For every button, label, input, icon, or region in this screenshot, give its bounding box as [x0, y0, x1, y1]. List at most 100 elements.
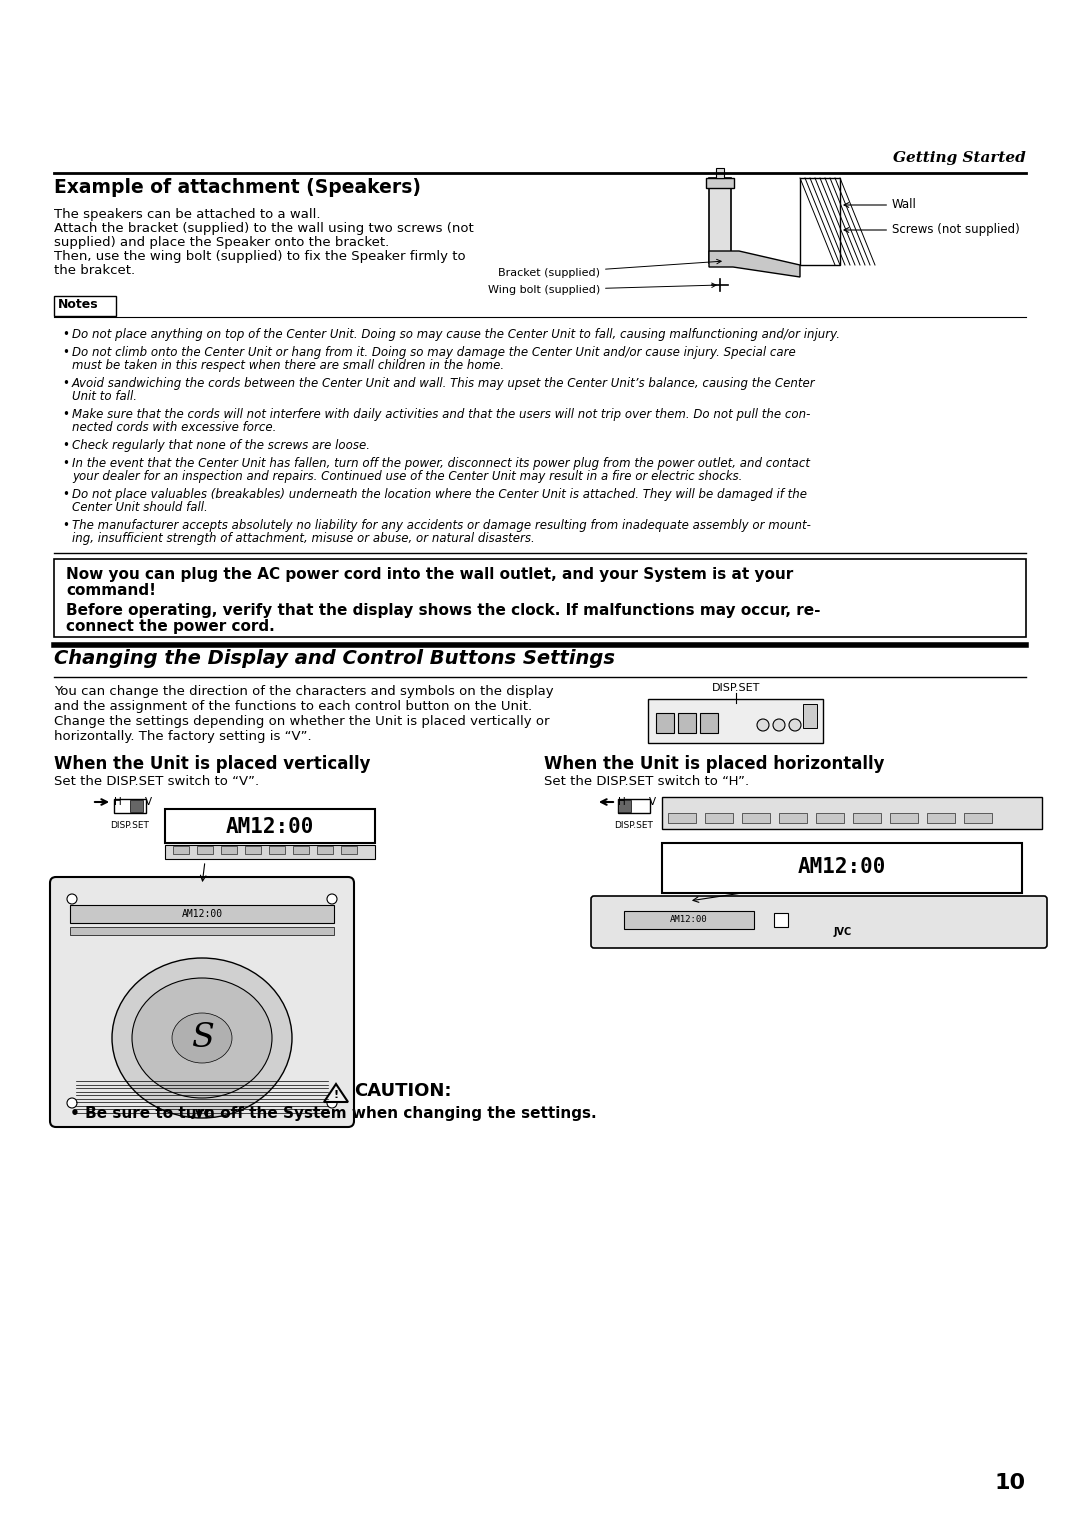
Bar	[662, 843, 1022, 892]
Text: must be taken in this respect when there are small children in the home.: must be taken in this respect when there…	[72, 359, 504, 371]
Bar	[705, 813, 733, 824]
Circle shape	[773, 720, 785, 730]
Text: Avoid sandwiching the cords between the Center Unit and wall. This may upset the: Avoid sandwiching the cords between the …	[72, 377, 815, 390]
Text: •: •	[62, 520, 69, 532]
Bar	[341, 847, 357, 854]
Text: V: V	[649, 798, 657, 807]
Text: ing, insufficient strength of attachment, misuse or abuse, or natural disasters.: ing, insufficient strength of attachment…	[72, 532, 535, 545]
Bar	[816, 813, 843, 824]
Text: In the event that the Center Unit has fallen, turn off the power, disconnect its: In the event that the Center Unit has fa…	[72, 457, 810, 471]
Text: You can change the direction of the characters and symbols on the display: You can change the direction of the char…	[54, 685, 554, 698]
Text: Attach the bracket (supplied) to the wall using two screws (not: Attach the bracket (supplied) to the wal…	[54, 222, 474, 235]
Bar	[165, 845, 375, 859]
Text: and the assignment of the functions to each control button on the Unit.: and the assignment of the functions to e…	[54, 700, 532, 714]
Text: •: •	[62, 457, 69, 471]
Text: Do not place valuables (breakables) underneath the location where the Center Uni: Do not place valuables (breakables) unde…	[72, 487, 807, 501]
Text: Bracket (supplied): Bracket (supplied)	[498, 260, 721, 278]
Bar	[54, 559, 1026, 637]
Bar	[618, 799, 650, 813]
Text: DISP.SET: DISP.SET	[110, 821, 149, 830]
Text: •: •	[62, 345, 69, 359]
Bar	[779, 813, 807, 824]
Bar	[662, 798, 1042, 830]
Bar	[964, 813, 993, 824]
Text: AM12:00: AM12:00	[226, 817, 314, 837]
Bar	[624, 911, 754, 929]
Text: !: !	[334, 1089, 338, 1100]
Text: Getting Started: Getting Started	[893, 151, 1026, 165]
Bar	[800, 177, 840, 264]
Circle shape	[327, 1099, 337, 1108]
Text: Wing bolt (supplied): Wing bolt (supplied)	[488, 283, 716, 295]
Bar	[245, 847, 261, 854]
Text: Set the DISP.SET switch to “H”.: Set the DISP.SET switch to “H”.	[544, 775, 750, 788]
Bar	[648, 698, 823, 743]
Bar	[804, 704, 816, 727]
Text: JVC: JVC	[191, 1109, 213, 1118]
Text: H: H	[618, 798, 625, 807]
FancyBboxPatch shape	[50, 877, 354, 1128]
Text: AM12:00: AM12:00	[798, 857, 887, 877]
Text: Example of attachment (Speakers): Example of attachment (Speakers)	[54, 177, 421, 197]
Text: supplied) and place the Speaker onto the bracket.: supplied) and place the Speaker onto the…	[54, 235, 389, 249]
Circle shape	[67, 894, 77, 905]
Bar	[742, 813, 770, 824]
Bar	[54, 296, 116, 316]
Bar	[706, 177, 734, 188]
Bar	[165, 808, 375, 843]
Polygon shape	[324, 1083, 348, 1102]
Text: your dealer for an inspection and repairs. Continued use of the Center Unit may : your dealer for an inspection and repair…	[72, 471, 742, 483]
Text: 10: 10	[995, 1473, 1026, 1493]
Ellipse shape	[112, 958, 292, 1118]
Bar	[114, 799, 146, 813]
Text: AM12:00: AM12:00	[181, 909, 222, 918]
Text: V: V	[145, 798, 152, 807]
Text: Check regularly that none of the screws are loose.: Check regularly that none of the screws …	[72, 439, 370, 452]
Text: •: •	[62, 329, 69, 341]
Text: •: •	[62, 439, 69, 452]
Ellipse shape	[132, 978, 272, 1099]
Bar	[656, 714, 674, 733]
FancyBboxPatch shape	[591, 895, 1047, 947]
Text: The speakers can be attached to a wall.: The speakers can be attached to a wall.	[54, 208, 321, 222]
Bar	[221, 847, 237, 854]
Text: H: H	[114, 798, 122, 807]
Bar	[708, 177, 731, 263]
Text: Then, use the wing bolt (supplied) to fix the Speaker firmly to: Then, use the wing bolt (supplied) to fi…	[54, 251, 465, 263]
Bar	[269, 847, 285, 854]
Bar	[130, 801, 143, 811]
Text: •: •	[62, 487, 69, 501]
Text: JVC: JVC	[834, 927, 852, 937]
Text: Make sure that the cords will not interfere with daily activities and that the u: Make sure that the cords will not interf…	[72, 408, 810, 422]
Circle shape	[327, 894, 337, 905]
Polygon shape	[708, 251, 800, 277]
Bar	[678, 714, 696, 733]
Bar	[853, 813, 881, 824]
Bar	[700, 714, 718, 733]
Bar	[774, 914, 788, 927]
Ellipse shape	[172, 1013, 232, 1063]
Text: Changing the Display and Control Buttons Settings: Changing the Display and Control Buttons…	[54, 649, 615, 668]
Text: DISP.SET: DISP.SET	[615, 821, 653, 830]
Bar	[70, 927, 334, 935]
Text: the brakcet.: the brakcet.	[54, 264, 135, 277]
Text: AM12:00: AM12:00	[671, 915, 707, 924]
Text: • Be sure to turn off the System when changing the settings.: • Be sure to turn off the System when ch…	[70, 1106, 596, 1122]
Text: Wall: Wall	[843, 199, 917, 211]
Text: •: •	[62, 377, 69, 390]
Text: Unit to fall.: Unit to fall.	[72, 390, 137, 403]
Bar	[293, 847, 309, 854]
Circle shape	[67, 1099, 77, 1108]
Text: Screws (not supplied): Screws (not supplied)	[843, 223, 1020, 237]
Text: When the Unit is placed vertically: When the Unit is placed vertically	[54, 755, 370, 773]
Bar	[70, 905, 334, 923]
Text: Do not climb onto the Center Unit or hang from it. Doing so may damage the Cente: Do not climb onto the Center Unit or han…	[72, 345, 796, 359]
Bar	[318, 847, 333, 854]
Bar	[173, 847, 189, 854]
Bar	[618, 801, 631, 811]
Text: The manufacturer accepts absolutely no liability for any accidents or damage res: The manufacturer accepts absolutely no l…	[72, 520, 811, 532]
Text: Before operating, verify that the display shows the clock. If malfunctions may o: Before operating, verify that the displa…	[66, 604, 821, 617]
Text: Now you can plug the AC power cord into the wall outlet, and your System is at y: Now you can plug the AC power cord into …	[66, 567, 793, 582]
Text: S: S	[190, 1022, 214, 1054]
Text: Do not place anything on top of the Center Unit. Doing so may cause the Center U: Do not place anything on top of the Cent…	[72, 329, 840, 341]
